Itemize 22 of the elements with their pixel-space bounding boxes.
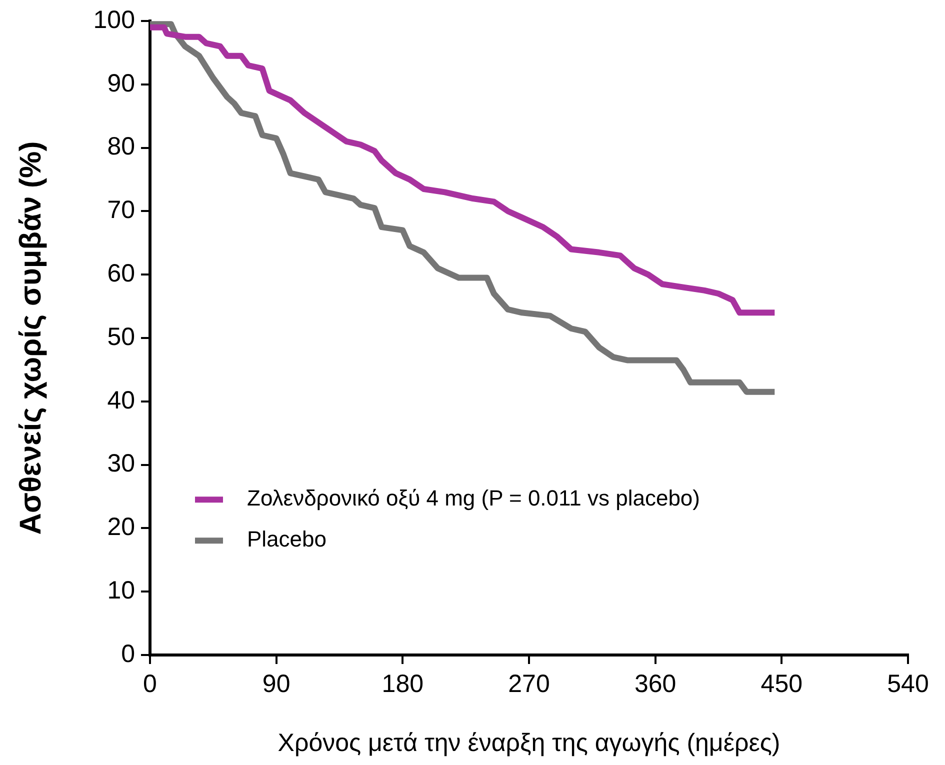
y-tick-label: 20 [107,513,135,542]
x-tick-label: 450 [760,670,803,698]
y-tick-label: 30 [107,450,135,478]
y-tick-label: 40 [107,386,135,414]
y-tick-label: 90 [107,69,135,98]
y-tick-label: 10 [107,576,135,604]
legend-label: Ζολενδρονικό οξύ 4 mg (P = 0.011 vs placebo) [247,486,700,511]
legend-label: Placebo [247,526,327,552]
y-tick-label: 0 [121,640,135,668]
y-tick-label: 100 [93,6,135,34]
y-tick-label: 50 [107,322,135,351]
x-tick-label: 270 [508,670,550,698]
y-tick-label: 70 [107,196,135,224]
x-tick-label: 360 [634,670,676,698]
y-tick-label: 80 [107,132,135,161]
y-tick-label: 60 [107,259,135,288]
x-tick-label: 90 [262,670,290,698]
x-tick-label: 180 [382,670,424,698]
x-axis-title: Χρόνος μετά την έναρξη της αγωγής (ημέρες) [278,728,780,757]
x-tick-label: 540 [887,670,929,698]
x-tick-label: 0 [143,670,157,698]
y-axis-title: Ασθενείς χωρίς συμβάν (%) [14,141,48,535]
